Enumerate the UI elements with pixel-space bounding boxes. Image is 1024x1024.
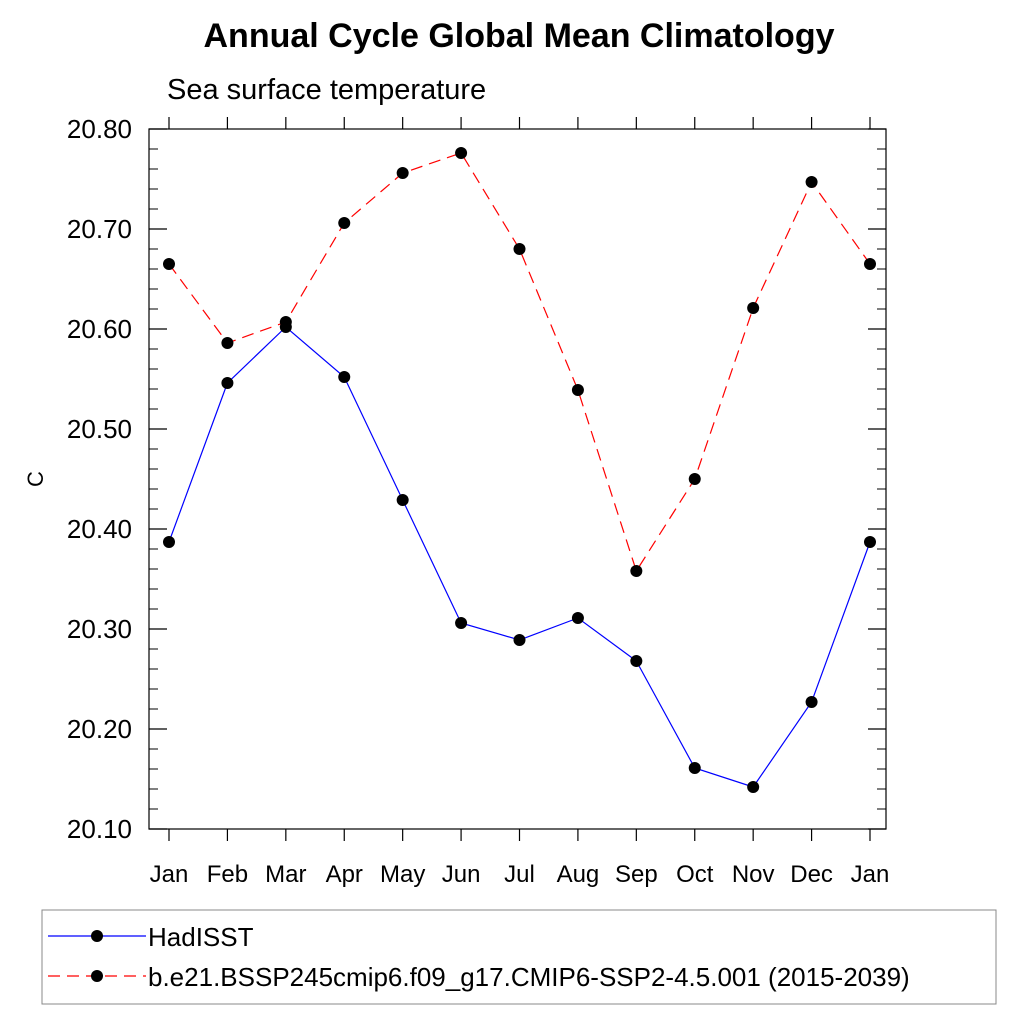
data-point [747,781,760,793]
y-tick-label: 20.40 [67,514,132,544]
y-tick-label: 20.50 [67,414,132,444]
data-point [630,655,643,667]
data-point [864,258,876,270]
x-tick-label: May [380,861,425,888]
chart-subtitle: Sea surface temperature [167,74,486,106]
x-tick-label: Apr [326,861,363,888]
x-axis-ticks: Jan Feb Mar Apr May Jun Jul Aug Sep Oct Nov Dec Jan [150,117,890,888]
x-tick-label: Dec [790,861,833,888]
data-point [455,617,468,629]
data-point [805,176,818,188]
data-point [396,167,409,179]
data-point [688,762,701,774]
x-tick-label: Feb [207,861,248,888]
legend-marker [91,930,103,942]
data-point [221,337,234,349]
series-hadisst [163,321,876,793]
y-tick-label: 20.10 [67,814,132,844]
data-point [571,384,584,396]
x-tick-label: Jan [150,861,189,888]
data-point [864,536,876,548]
series-line [168,152,871,573]
y-tick-label: 20.30 [67,614,132,644]
y-tick-label: 20.70 [67,214,132,244]
x-tick-label: Mar [265,861,306,888]
x-tick-label: Aug [557,861,600,888]
y-tick-label: 20.20 [67,714,132,744]
data-point [163,536,175,548]
data-point [630,565,643,577]
data-point [338,217,351,229]
data-point [396,494,409,506]
data-point [571,612,584,624]
y-tick-label: 20.60 [67,314,132,344]
legend-box [41,909,997,1005]
x-tick-label: Jun [442,861,481,888]
x-tick-label: Jan [851,861,890,888]
plot-area-frame [148,128,887,830]
data-point [513,634,526,646]
x-tick-label: Nov [732,861,775,888]
legend: HadISST b.e21.BSSP245cmip6.f09_g17.CMIP6-… [48,922,910,992]
legend-label: b.e21.BSSP245cmip6.f09_g17.CMIP6-SSP2-4.… [148,962,910,992]
series-layer [163,147,876,793]
legend-marker [91,970,103,982]
data-point [513,243,526,255]
legend-label: HadISST [148,922,254,952]
y-axis-ticks: 20.10 20.20 20.30 20.40 20.50 20.60 20.70 20.80 [67,114,886,844]
y-tick-label: 20.80 [67,114,132,144]
x-tick-label: Oct [676,861,714,888]
y-axis-label: C [23,471,48,487]
data-point [338,371,351,383]
data-point [163,258,175,270]
data-point [279,321,292,333]
data-point [747,302,760,314]
data-point [221,377,234,389]
x-tick-label: Sep [615,861,658,888]
data-point [455,147,468,159]
x-tick-label: Jul [504,861,535,888]
data-point [805,696,818,708]
series-line [168,326,871,788]
data-point [688,473,701,485]
chart-title: Annual Cycle Global Mean Climatology [204,17,835,55]
series-ssp245 [163,147,876,577]
